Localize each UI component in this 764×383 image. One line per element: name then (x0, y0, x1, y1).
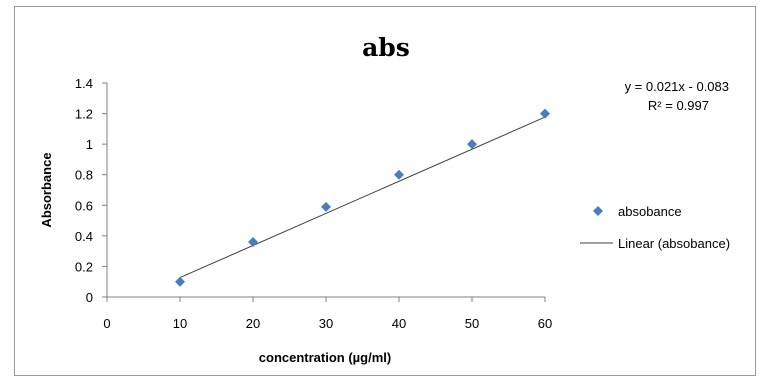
legend-label-trendline: Linear (absobance) (618, 236, 730, 251)
linear-trendline (179, 116, 546, 279)
x-tick-label: 60 (538, 316, 552, 331)
data-point (394, 169, 404, 180)
y-axis-ticks: 0 0.2 0.4 0.6 0.8 1 1.2 1.4 (75, 76, 107, 305)
y-tick-label: 0 (86, 290, 93, 305)
y-tick-label: 1.4 (75, 76, 93, 91)
y-tick-label: 1 (86, 137, 93, 152)
data-point (321, 201, 331, 212)
x-tick-label: 20 (246, 316, 260, 331)
legend-marker-diamond (593, 206, 603, 216)
r-squared-label: R² = 0.997 (648, 98, 709, 113)
data-point (248, 236, 258, 247)
chart-title: abs (362, 33, 410, 62)
y-tick-label: 0.2 (75, 259, 93, 274)
data-point (175, 276, 185, 287)
y-tick-label: 0.6 (75, 198, 93, 213)
trendline-equation: y = 0.021x - 0.083 (625, 79, 729, 94)
legend: absobance Linear (absobance) (580, 204, 730, 251)
x-tick-label: 40 (392, 316, 406, 331)
y-axis-label: Absorbance (39, 152, 54, 227)
y-tick-label: 0.8 (75, 168, 93, 183)
y-tick-label: 0.4 (75, 229, 93, 244)
x-axis-ticks: 0 10 20 30 40 50 60 (103, 297, 552, 331)
x-axis-label: concentration (µg/ml) (259, 350, 391, 365)
x-tick-label: 50 (465, 316, 479, 331)
data-points (175, 108, 550, 287)
legend-label-series: absobance (618, 204, 682, 219)
x-tick-label: 0 (103, 316, 110, 331)
x-tick-label: 10 (173, 316, 187, 331)
data-point (540, 108, 550, 119)
chart-area (14, 6, 756, 376)
y-tick-label: 1.2 (75, 107, 93, 122)
x-tick-label: 30 (319, 316, 333, 331)
data-point (467, 139, 477, 150)
plot-area: 0 10 20 30 40 50 60 0 0.2 0.4 0.6 0.8 1 1.2 1.4 (75, 76, 552, 331)
